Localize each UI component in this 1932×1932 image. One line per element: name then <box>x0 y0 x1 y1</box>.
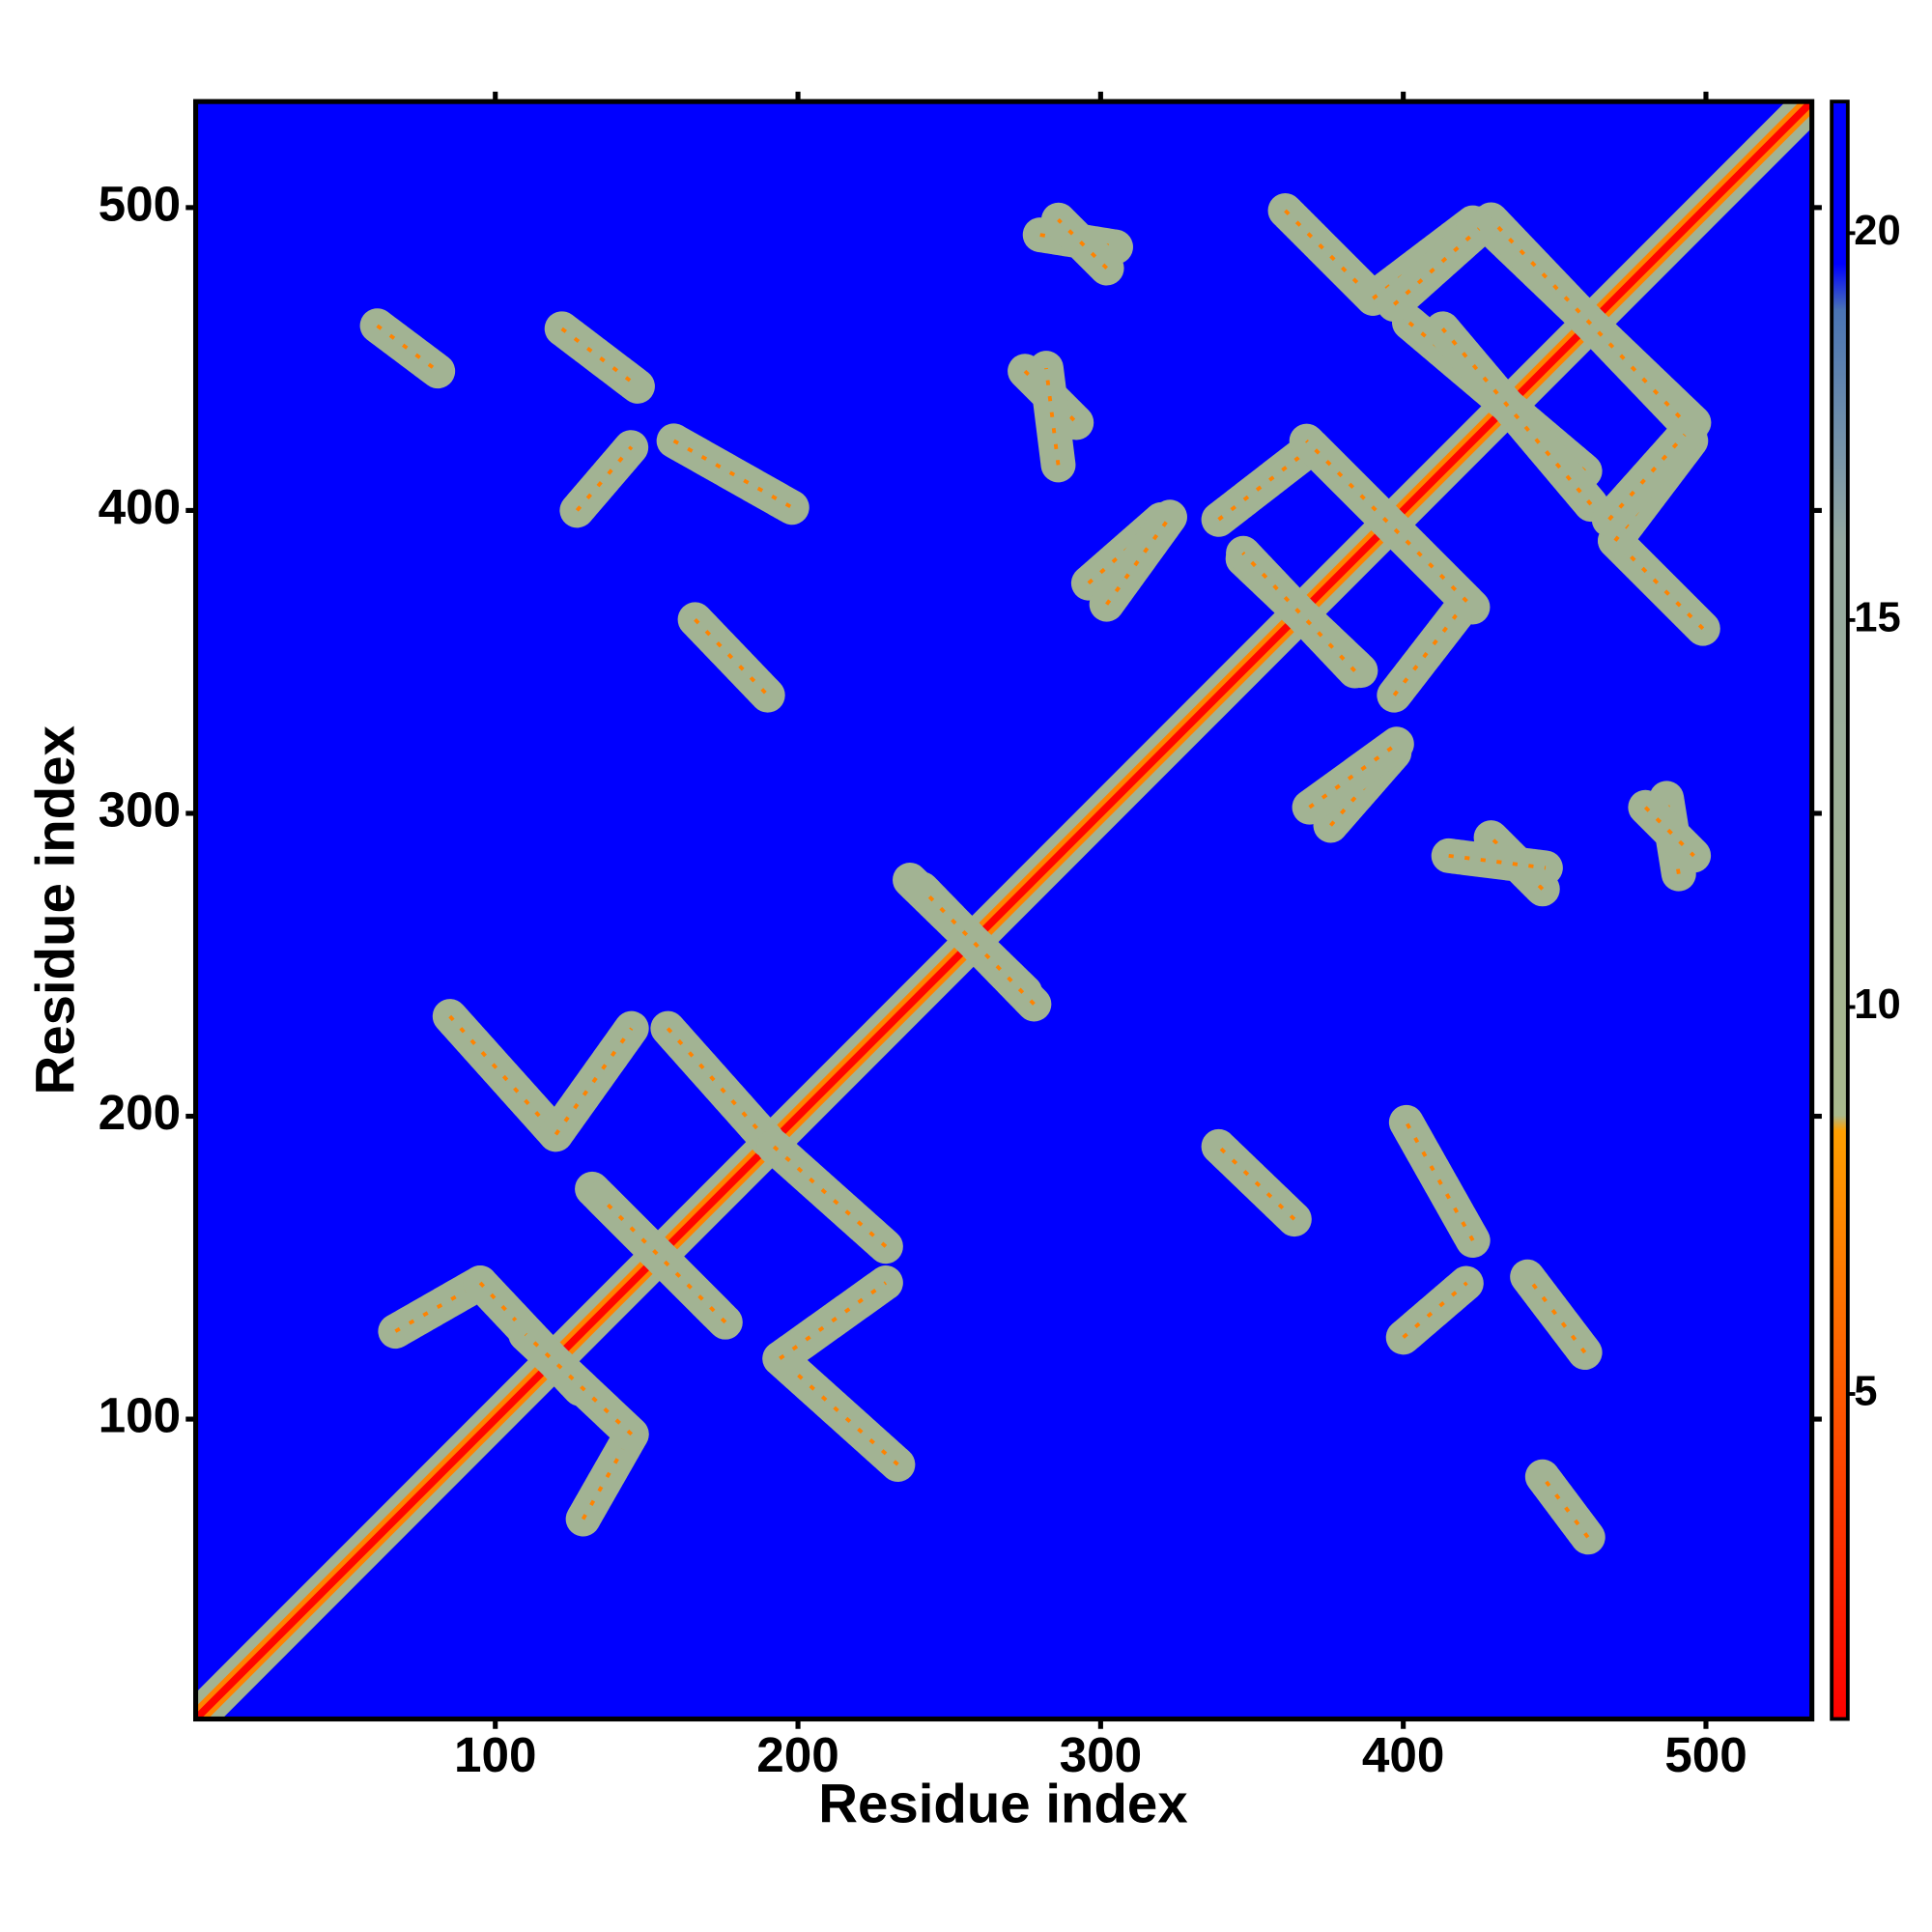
x-tick-label: 400 <box>1362 1727 1445 1782</box>
contact-band <box>1385 1265 1485 1355</box>
contact-band-core <box>1057 218 1108 270</box>
x-tick-label: 300 <box>1060 1727 1143 1782</box>
colorbar-tick-label: 10 <box>1854 981 1900 1028</box>
contact-band-core <box>1308 742 1399 810</box>
contact-band <box>1473 202 1709 446</box>
contact-band-core <box>554 1027 634 1136</box>
contact-band <box>559 429 649 528</box>
plot-area <box>195 101 1812 1719</box>
y-tick-label: 200 <box>99 1085 182 1140</box>
colorbar-tick-label: 5 <box>1854 1369 1877 1415</box>
contact-band <box>756 1128 903 1264</box>
contact-band-core <box>694 617 770 697</box>
contact-band-core <box>1284 209 1375 300</box>
contact-band-core <box>672 439 793 509</box>
contact-band-core <box>448 1014 557 1136</box>
colorbar-tick-label: 20 <box>1854 208 1900 254</box>
colorbar <box>1830 99 1850 1721</box>
x-tick-label: 200 <box>756 1727 839 1782</box>
contact-band-core <box>1241 551 1356 672</box>
y-tick-label: 100 <box>99 1388 182 1443</box>
contact-band-core <box>779 1281 888 1360</box>
contact-band-core <box>1217 1145 1296 1221</box>
y-axis-title: Residue index <box>24 725 85 1094</box>
contact-band <box>359 308 456 389</box>
y-tick-label: 300 <box>99 782 182 838</box>
contact-band-core <box>1105 515 1172 606</box>
contact-band-core <box>1440 327 1593 506</box>
x-tick-label: 100 <box>454 1727 537 1782</box>
contact-band-core <box>1392 600 1468 696</box>
contact-band <box>1510 1259 1603 1371</box>
contact-band-core <box>1643 806 1695 858</box>
contact-band-core <box>1405 1121 1475 1242</box>
plot-frame <box>193 99 1815 1722</box>
y-tick-label: 400 <box>99 479 182 534</box>
contact-band-core <box>1217 445 1314 522</box>
contact-band-core <box>1044 367 1061 466</box>
contact-band <box>544 311 655 404</box>
diagonal <box>195 101 1812 1719</box>
contact-band-core <box>1392 227 1481 306</box>
contact-band <box>904 871 1052 1022</box>
contact-band <box>650 1010 785 1158</box>
contact-band <box>1524 1459 1605 1555</box>
colorbar-tick-label: 15 <box>1854 594 1900 640</box>
contact-band-core <box>778 1356 899 1466</box>
contact-band-core <box>600 1196 727 1324</box>
x-axis-title: Residue index <box>818 1774 1187 1834</box>
contact-band-core <box>1607 433 1687 522</box>
contact-band-core <box>1448 853 1547 870</box>
x-tick-label: 500 <box>1664 1727 1747 1782</box>
y-tick-label: 500 <box>99 176 182 231</box>
contact-band-core <box>1305 439 1468 603</box>
contact-band <box>508 1317 649 1452</box>
contact-band-core <box>1613 539 1705 631</box>
